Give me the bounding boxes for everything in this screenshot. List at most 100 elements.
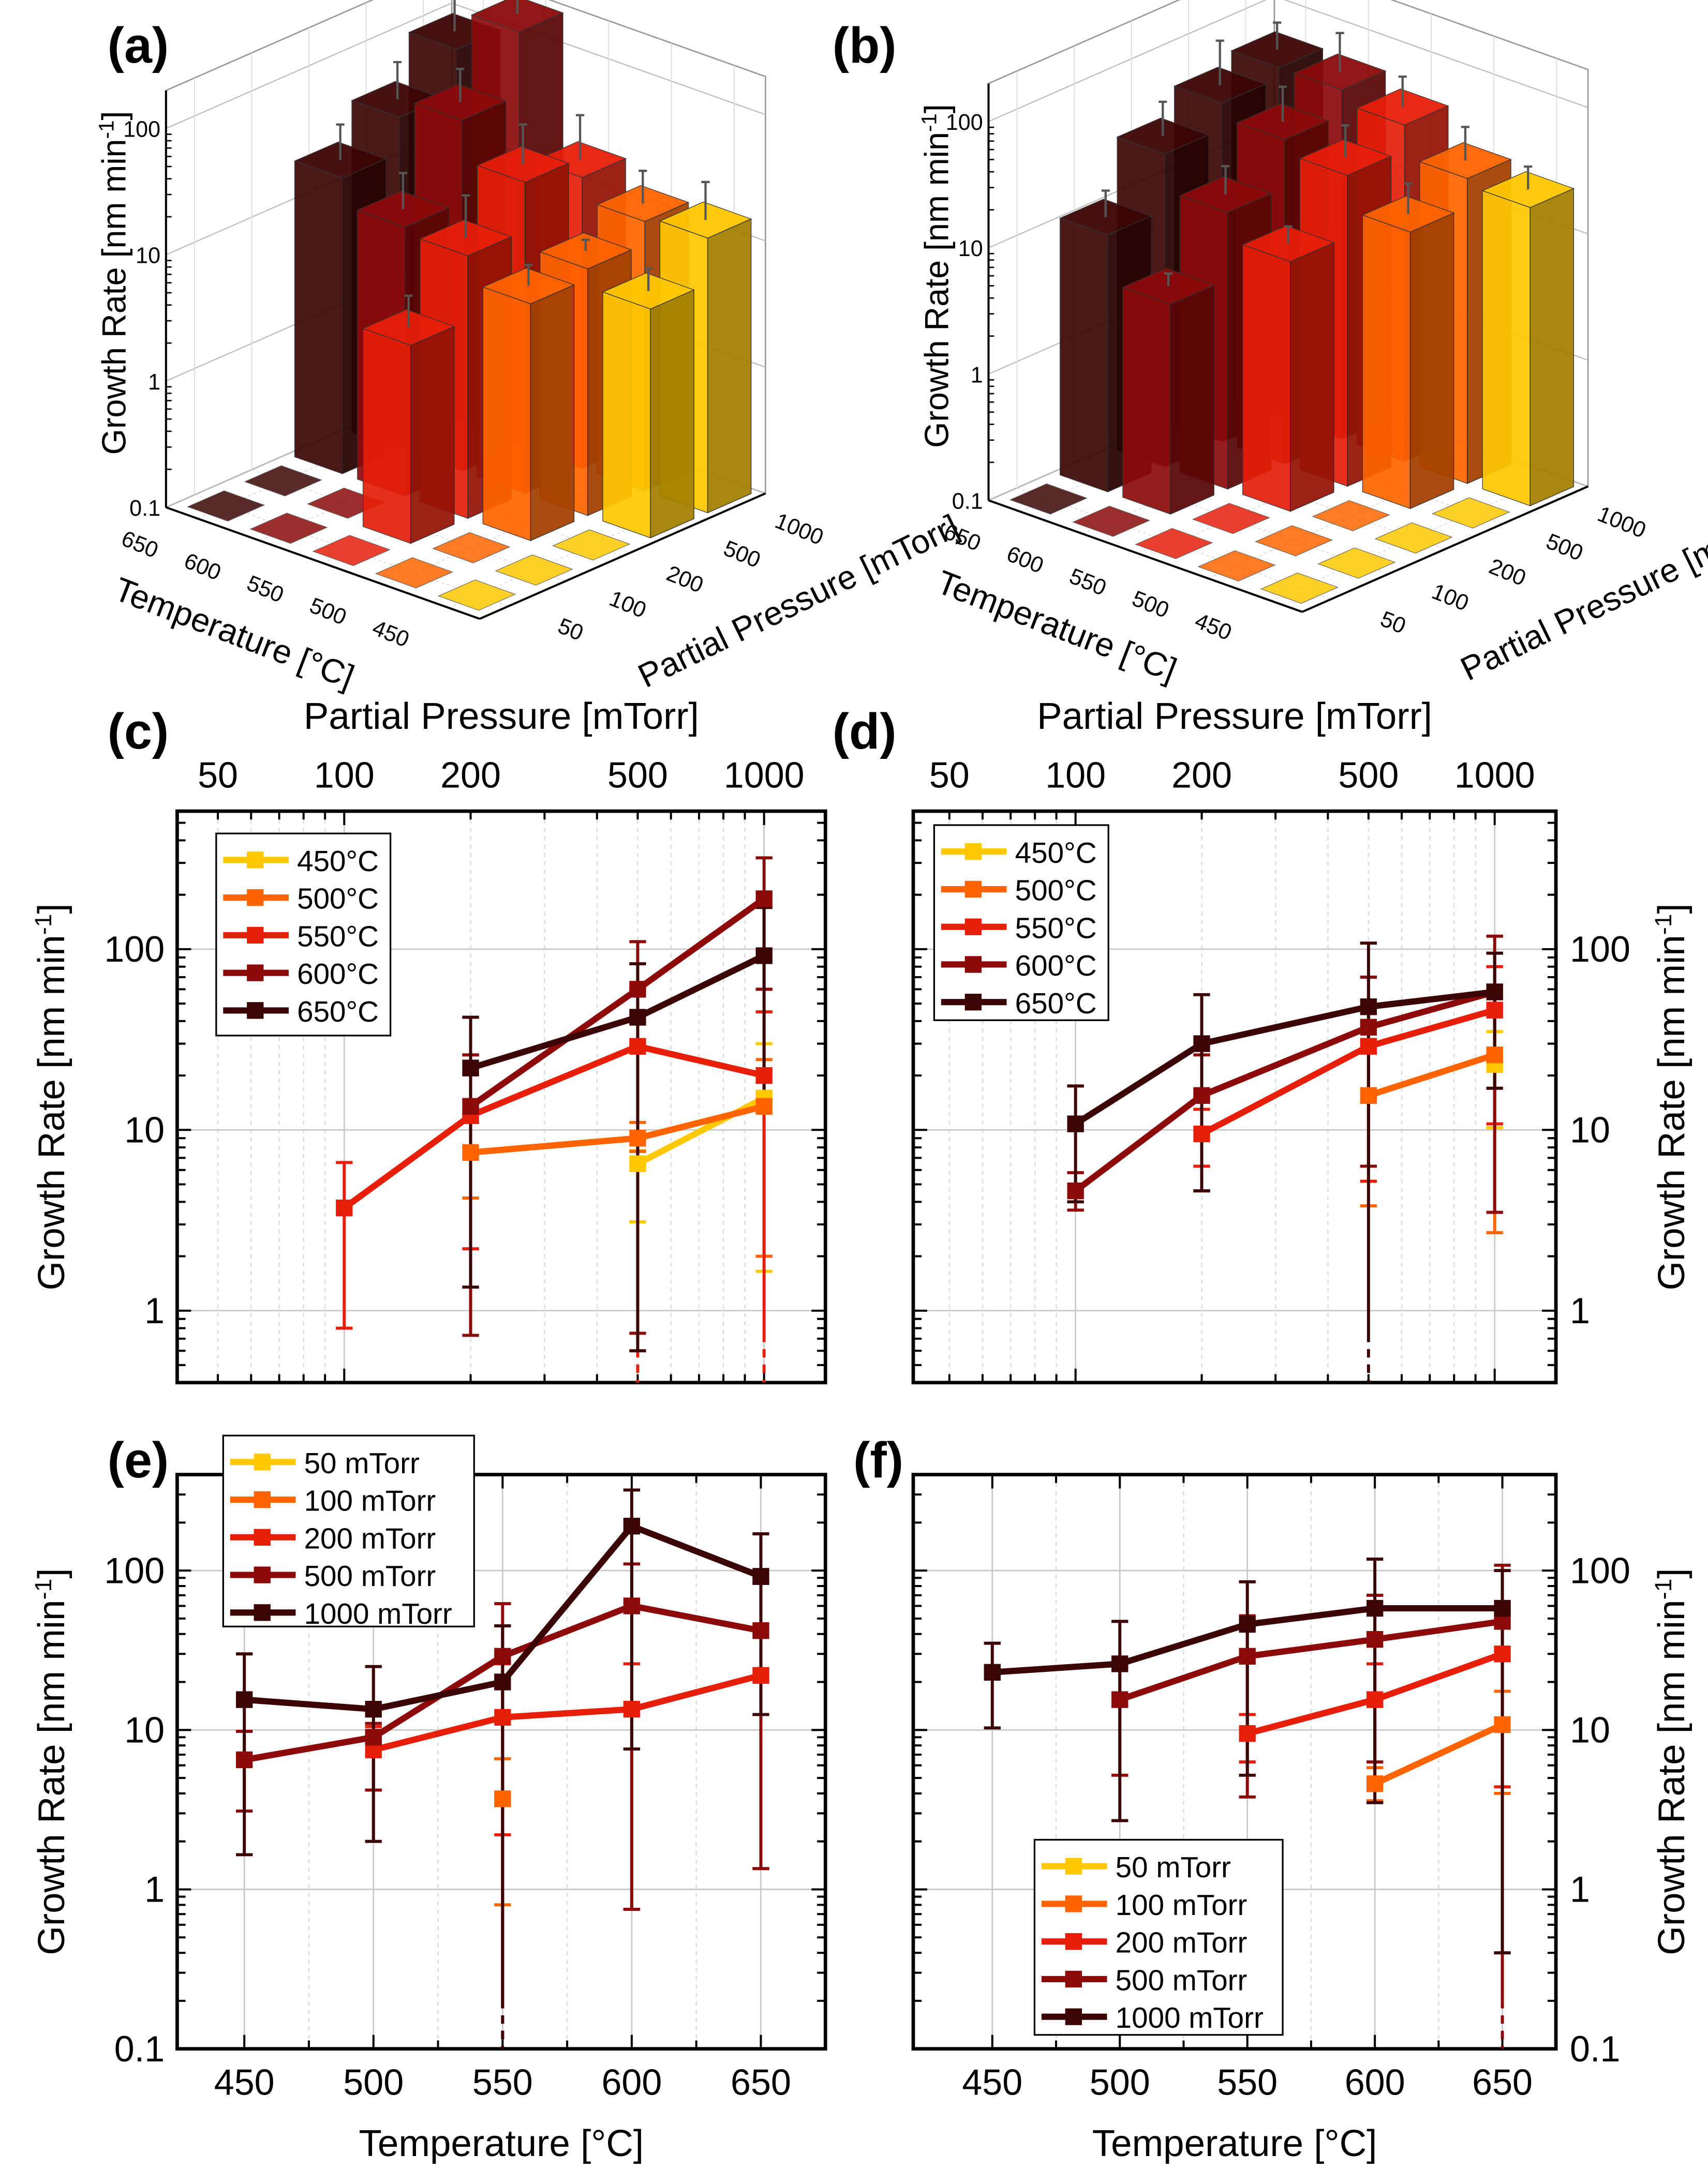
floor-marker-empty-cell xyxy=(312,535,391,566)
bar3d-550C-200mTorr xyxy=(1241,225,1335,512)
data-point-marker xyxy=(365,1729,382,1746)
floor-gridline xyxy=(1082,408,1369,534)
y-axis-title: Growth Rate [nm min-1] xyxy=(1650,1568,1692,1955)
z-axis-title-superscript: -1 xyxy=(917,113,941,132)
temperature-axis-line xyxy=(166,506,480,620)
y-tick-label: 100 xyxy=(1570,1550,1630,1591)
floor-marker-empty-cell xyxy=(1312,500,1390,531)
bar-top-face xyxy=(1230,31,1324,68)
data-point-marker xyxy=(462,1144,479,1161)
y-axis-title-end: ] xyxy=(31,1568,72,1579)
pressure-tick-label: 1000 xyxy=(771,508,827,550)
bar-side-shade xyxy=(530,285,574,541)
pressure-tick-label: 50 xyxy=(555,614,587,646)
y-axis-title-end: ] xyxy=(1651,903,1692,914)
legend-label: 500 mTorr xyxy=(1116,1964,1247,1996)
series-line xyxy=(1373,1722,1504,1787)
legend-label: 200 mTorr xyxy=(1116,1926,1247,1959)
plot-frame xyxy=(911,809,1558,1385)
bar3d-550C-100mTorr xyxy=(362,294,455,544)
legend-marker xyxy=(1065,1858,1082,1875)
x-tick-label: 1000 xyxy=(724,755,805,795)
legend-label: 600°C xyxy=(1015,949,1097,982)
z-tick-label: 1 xyxy=(971,363,983,387)
bar-side-shade xyxy=(650,290,694,538)
data-point-marker xyxy=(755,1067,773,1084)
pressure-tick-label: 500 xyxy=(1542,529,1586,565)
floor-marker-empty-cell xyxy=(375,557,453,589)
legend-label: 1000 mTorr xyxy=(1116,2001,1264,2034)
y-axis-title-end: ] xyxy=(1651,1568,1692,1579)
data-point-marker xyxy=(1366,1599,1384,1617)
data-point-marker xyxy=(1366,1691,1384,1708)
data-point-marker xyxy=(629,1130,646,1147)
bar-side-shade xyxy=(410,326,454,544)
bar-top-face xyxy=(293,141,387,178)
data-point-marker xyxy=(1193,1087,1210,1104)
series-line xyxy=(1074,989,1496,1193)
legend: 450°C 500°C 550°C 600°C 650°C xyxy=(215,832,392,1037)
data-point-marker xyxy=(752,1568,769,1585)
y-tick-label: 100 xyxy=(1570,929,1630,969)
x-tick-label: 450 xyxy=(214,2062,275,2103)
bar-front-face xyxy=(1122,287,1171,515)
floor-marker-empty-cell xyxy=(552,529,631,561)
data-point-marker xyxy=(755,947,773,964)
data-point-marker xyxy=(1486,1001,1503,1019)
x-tick-label: 650 xyxy=(731,2062,791,2103)
floor-marker-empty-cell xyxy=(249,513,328,544)
x-tick-label: 50 xyxy=(198,755,238,795)
y-tick-label: 1 xyxy=(1570,1291,1590,1331)
z-axis-title-end: ] xyxy=(917,104,955,113)
x-tick-label: 500 xyxy=(1338,755,1399,795)
z-axis-title-end: ] xyxy=(95,111,133,121)
z-axis-title: Growth Rate [nm min-1] xyxy=(917,104,955,448)
y-axis-title-superscript: -1 xyxy=(30,1579,56,1600)
floor-marker-empty-cell xyxy=(1317,547,1396,579)
x-tick-label: 50 xyxy=(929,755,970,795)
data-point-marker xyxy=(629,1009,646,1026)
plot-frame xyxy=(911,1473,1558,2051)
floor-marker-empty-cell xyxy=(1197,550,1276,581)
temperature-tick-label: 500 xyxy=(1128,586,1172,623)
y-tick-label: 0.1 xyxy=(1570,2029,1620,2069)
series-line xyxy=(1119,1618,1503,1703)
bar-side-shade xyxy=(707,219,751,513)
y-tick-label: 10 xyxy=(1570,1710,1610,1751)
data-point-marker xyxy=(236,1691,253,1708)
floor-marker-empty-cell xyxy=(1072,505,1151,537)
y-axis-title-main: Growth Rate [nm min xyxy=(31,1600,72,1955)
bar-side-shade xyxy=(1410,213,1454,509)
floor-gridline xyxy=(385,459,672,586)
x-tick-label: 100 xyxy=(314,755,375,795)
data-point-marker xyxy=(755,890,773,907)
y-tick-label: 1 xyxy=(1570,1869,1590,1910)
data-point-marker xyxy=(494,1648,511,1665)
legend-marker xyxy=(254,1604,271,1621)
panel-label: (b) xyxy=(833,17,897,73)
series-line xyxy=(1074,989,1495,1127)
data-point-marker xyxy=(623,1700,641,1718)
floor-gridline xyxy=(197,392,484,519)
y-tick-label: 10 xyxy=(124,1110,165,1150)
legend-marker xyxy=(964,994,982,1011)
x-tick-label: 200 xyxy=(1171,755,1232,795)
bar-top-face xyxy=(1116,117,1210,155)
bar-top-face xyxy=(1173,67,1267,104)
legend-marker xyxy=(254,1491,271,1508)
legend: 50 mTorr 100 mTorr 200 mTorr 500 mTorr 1000 … xyxy=(1033,1838,1284,2036)
legend-label: 200 mTorr xyxy=(304,1522,436,1554)
pressure-tick-label: 200 xyxy=(1486,554,1529,591)
z-tick-label: 10 xyxy=(136,244,160,268)
data-point-marker xyxy=(1111,1691,1128,1708)
data-point-marker xyxy=(755,1098,773,1115)
bar3d-450C-1000mTorr xyxy=(1481,165,1575,506)
bar-front-face xyxy=(1482,190,1531,506)
x-tick-label: 450 xyxy=(962,2062,1022,2103)
pressure-tick-label: 50 xyxy=(1377,606,1409,638)
x-tick-label: 1000 xyxy=(1454,755,1535,795)
z-axis-title-main: Growth Rate [nm min xyxy=(917,132,955,448)
x-tick-label: 100 xyxy=(1045,755,1106,795)
bar-top-face xyxy=(470,0,564,33)
